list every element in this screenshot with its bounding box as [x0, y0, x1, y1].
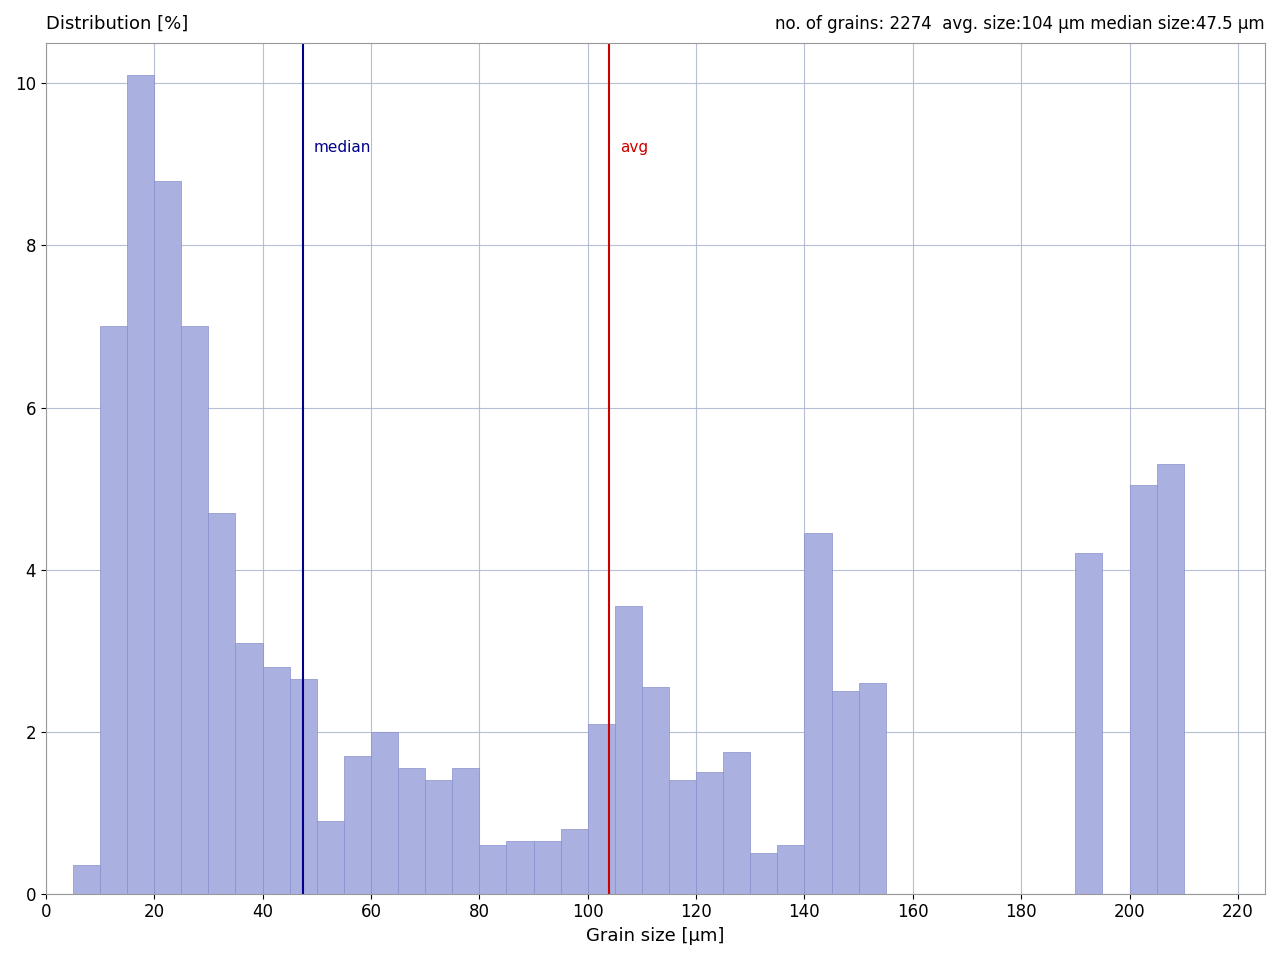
Bar	[1129, 485, 1157, 894]
Bar	[669, 780, 696, 894]
Bar	[100, 326, 127, 894]
Text: Distribution [%]: Distribution [%]	[46, 15, 188, 33]
Bar	[127, 75, 154, 894]
Bar	[859, 683, 886, 894]
Bar	[236, 642, 262, 894]
Bar	[398, 768, 425, 894]
Bar	[344, 756, 371, 894]
Bar	[73, 865, 100, 894]
Bar	[452, 768, 479, 894]
Bar	[832, 691, 859, 894]
Bar	[154, 180, 182, 894]
Bar	[723, 752, 750, 894]
Bar	[1075, 553, 1102, 894]
Text: no. of grains: 2274  avg. size:104 μm median size:47.5 μm: no. of grains: 2274 avg. size:104 μm med…	[776, 15, 1265, 33]
Bar	[804, 533, 832, 894]
Bar	[262, 667, 289, 894]
Bar	[425, 780, 452, 894]
Bar	[479, 845, 507, 894]
Bar	[777, 845, 804, 894]
Bar	[588, 724, 614, 894]
Bar	[316, 821, 344, 894]
Bar	[614, 606, 641, 894]
Bar	[507, 841, 534, 894]
Bar	[534, 841, 561, 894]
Bar	[182, 326, 209, 894]
Bar	[289, 679, 316, 894]
Bar	[371, 732, 398, 894]
Bar	[1157, 465, 1184, 894]
Bar	[750, 853, 777, 894]
Bar	[641, 687, 669, 894]
Bar	[696, 772, 723, 894]
Text: median: median	[314, 140, 371, 156]
X-axis label: Grain size [μm]: Grain size [μm]	[586, 927, 724, 945]
Bar	[209, 513, 236, 894]
Text: avg: avg	[621, 140, 649, 156]
Bar	[561, 828, 588, 894]
